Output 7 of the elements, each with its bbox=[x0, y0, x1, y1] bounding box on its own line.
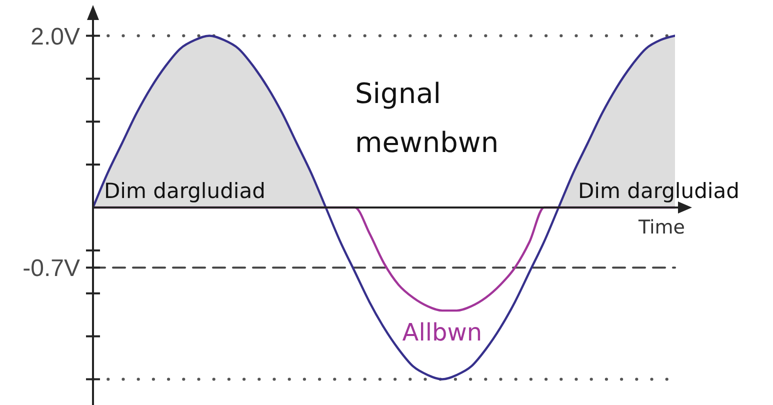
annotation: Dim dargludiad bbox=[104, 179, 266, 203]
annotation: Dim dargludiad bbox=[578, 179, 740, 203]
y-tick-label: -0.7V bbox=[22, 255, 80, 282]
x-axis-title: Time bbox=[638, 216, 685, 238]
annotation: Signal mewnbwn bbox=[355, 77, 499, 159]
series-label: Allbwn bbox=[402, 318, 482, 347]
y-tick-label: 2.0V bbox=[30, 23, 80, 50]
